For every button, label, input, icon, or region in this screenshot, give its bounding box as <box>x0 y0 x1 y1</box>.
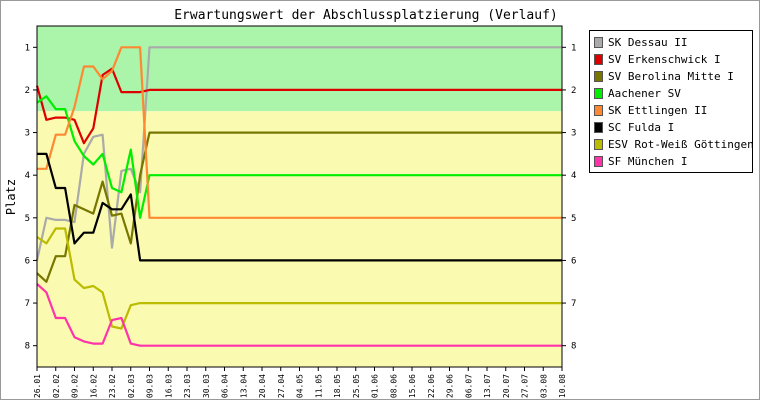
x-tick-label: 13.04 <box>239 374 248 398</box>
x-tick-label: 18.05 <box>333 374 342 398</box>
y-tick-label-right: 1 <box>571 43 576 53</box>
legend-swatch <box>594 88 603 99</box>
y-tick-label-left: 4 <box>25 171 30 181</box>
y-axis-label: Platz <box>4 179 18 215</box>
y-tick-label-right: 6 <box>571 256 576 266</box>
x-tick-label: 20.07 <box>502 374 511 398</box>
x-tick-label: 02.03 <box>127 374 136 398</box>
series-line-4 <box>37 46 562 219</box>
y-tick-label-right: 7 <box>571 299 576 309</box>
x-tick-label: 13.07 <box>483 374 492 398</box>
legend-swatch <box>594 71 603 82</box>
legend-swatch <box>594 37 603 48</box>
chart-title: Erwartungswert der Abschlussplatzierung … <box>174 8 558 23</box>
series-line-0 <box>35 46 562 261</box>
x-tick-label: 16.02 <box>89 374 98 398</box>
band-1 <box>37 111 562 367</box>
y-tick-label-left: 1 <box>25 43 30 53</box>
legend-item: ESV Rot-Weiß Göttingen I <box>594 136 759 153</box>
x-tick-label: 29.06 <box>446 374 455 398</box>
legend-swatch <box>594 156 603 167</box>
legend-label: SV Berolina Mitte I <box>608 70 734 83</box>
x-tick-label: 27.04 <box>277 374 286 398</box>
legend: SK Dessau II SV Erkenschwick I SV Berolina… <box>589 30 759 173</box>
x-tick-label: 20.04 <box>258 374 267 398</box>
y-tick-label-right: 3 <box>571 129 576 139</box>
y-axis-right: 1 2 3 4 5 6 7 8 <box>562 43 576 352</box>
series-line-6 <box>36 227 562 330</box>
y-tick-label-right: 4 <box>571 171 576 181</box>
legend-item: SF München I <box>594 153 748 170</box>
x-tick-label: 09.03 <box>146 374 155 398</box>
x-tick-label: 27.07 <box>521 374 530 398</box>
y-axis-left: 1 2 3 4 5 6 7 8 <box>25 43 37 352</box>
y-tick-label-right: 8 <box>571 342 576 352</box>
legend-label: ESV Rot-Weiß Göttingen I <box>608 138 760 151</box>
series-line-5 <box>37 152 562 262</box>
y-tick-label-left: 8 <box>25 342 30 352</box>
y-tick-label-left: 5 <box>25 214 30 224</box>
y-tick-label-right: 2 <box>571 86 576 96</box>
x-tick-label: 25.05 <box>352 374 361 398</box>
legend-label: SK Dessau II <box>608 36 688 49</box>
x-tick-label: 22.06 <box>427 374 436 398</box>
x-tick-label: 30.03 <box>202 374 211 398</box>
x-tick-label: 26.01 <box>33 374 42 398</box>
legend-swatch <box>594 122 603 133</box>
x-tick-label: 23.03 <box>183 374 192 398</box>
series-lines <box>35 46 562 347</box>
x-tick-label: 10.08 <box>558 374 567 398</box>
series-line-3 <box>36 95 562 219</box>
legend-item: SV Erkenschwick I <box>594 51 748 68</box>
legend-item: SC Fulda I <box>594 119 748 136</box>
legend-label: SC Fulda I <box>608 121 675 134</box>
x-tick-label: 04.05 <box>296 374 305 398</box>
y-tick-label-left: 6 <box>25 256 30 266</box>
y-tick-label-right: 5 <box>571 214 576 224</box>
x-tick-label: 01.06 <box>371 374 380 398</box>
x-axis: 26.01 02.02 09.02 16.02 23.02 02.03 09.03 16.03… <box>33 367 567 398</box>
x-tick-label: 03.08 <box>539 374 548 398</box>
legend-label: Aachener SV <box>608 87 681 100</box>
band-0 <box>37 26 562 112</box>
series-line-1 <box>35 67 562 145</box>
x-tick-label: 08.06 <box>389 374 398 398</box>
x-tick-label: 23.02 <box>108 374 117 398</box>
legend-item: SK Ettlingen II <box>594 102 748 119</box>
legend-item: Aachener SV <box>594 85 748 102</box>
legend-swatch <box>594 139 603 150</box>
legend-item: SK Dessau II <box>594 34 748 51</box>
legend-label: SV Erkenschwick I <box>608 53 721 66</box>
x-tick-label: 06.07 <box>464 374 473 398</box>
series-line-2 <box>36 131 562 283</box>
y-tick-label-left: 3 <box>25 129 30 139</box>
x-tick-label: 15.06 <box>408 374 417 398</box>
y-tick-label-left: 2 <box>25 86 30 96</box>
x-tick-label: 06.04 <box>221 374 230 398</box>
x-tick-label: 16.03 <box>164 374 173 398</box>
x-tick-label: 11.05 <box>314 374 323 398</box>
legend-swatch <box>594 54 603 65</box>
x-tick-label: 09.02 <box>71 374 80 398</box>
legend-swatch <box>594 105 603 116</box>
legend-item: SV Berolina Mitte I <box>594 68 748 85</box>
legend-label: SF München I <box>608 155 688 168</box>
x-tick-label: 02.02 <box>52 374 61 398</box>
y-tick-label-left: 7 <box>25 299 30 309</box>
legend-label: SK Ettlingen II <box>608 104 708 117</box>
series-line-7 <box>36 283 562 347</box>
